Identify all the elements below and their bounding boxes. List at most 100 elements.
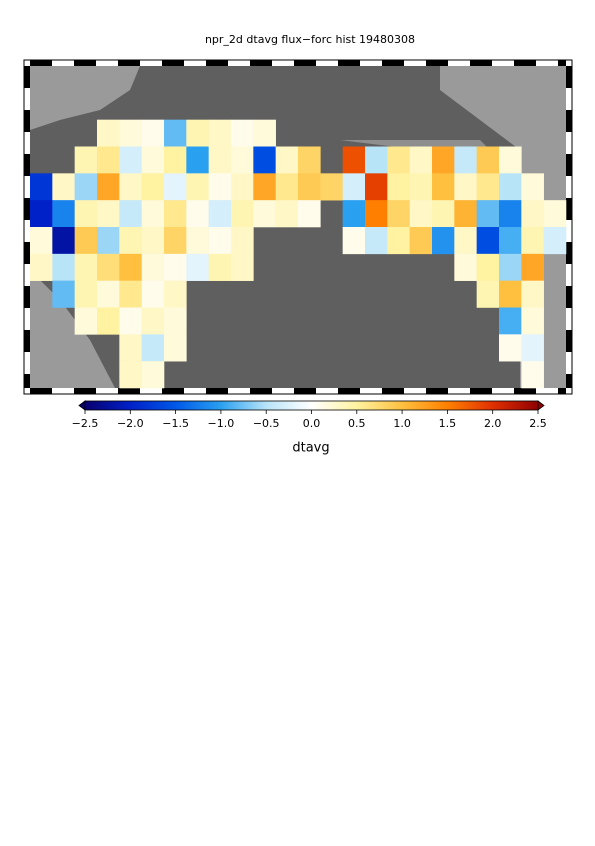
field-cell (342, 173, 366, 201)
frame-check (566, 330, 572, 352)
colorbar-tick-label: −0.5 (253, 417, 280, 430)
field-cell (275, 146, 299, 174)
field-cell (74, 280, 98, 308)
field-cell (521, 361, 544, 389)
field-cell (499, 146, 522, 174)
field-cell (543, 227, 567, 255)
field-cell (97, 307, 120, 335)
frame-check (338, 60, 360, 66)
field-cell (52, 200, 75, 228)
field-cell (74, 200, 98, 228)
field-cell (231, 253, 254, 281)
field-cell (208, 173, 232, 201)
colorbar-end (78, 400, 86, 411)
field-cell (499, 253, 522, 281)
frame-check (206, 388, 228, 394)
field-cell (30, 253, 53, 281)
frame-check (514, 60, 536, 66)
field-cell (476, 146, 500, 174)
field-cell (186, 227, 209, 255)
field-cell (164, 253, 187, 281)
frame-check (74, 388, 96, 394)
field-cell (74, 146, 98, 174)
frame-check (24, 330, 30, 352)
field-cell (119, 280, 142, 308)
field-cell (52, 173, 75, 201)
frame-check (24, 242, 30, 264)
frame-check (294, 60, 316, 66)
field-cell (74, 173, 98, 201)
field-cell (141, 253, 165, 281)
field-cell (476, 173, 500, 201)
field-cell (119, 253, 142, 281)
field-cell (521, 253, 544, 281)
map-title: npr_2d dtavg flux−forc hist 19480308 (205, 33, 415, 46)
frame-check (118, 388, 140, 394)
frame-check (24, 154, 30, 176)
colorbar: −2.5 −2.0 −1.5 −1.0 −0.5 0.0 0.5 1.0 1.5 2.0 2.5 (72, 400, 547, 430)
field-cell (141, 361, 165, 389)
field-cell (186, 146, 209, 174)
field-cell (97, 227, 120, 255)
field-cell (52, 280, 75, 308)
field-cell (432, 227, 455, 255)
field-cell (186, 119, 209, 147)
field-cell (365, 200, 388, 228)
field-cell (454, 200, 477, 228)
field-cell (97, 200, 120, 228)
field-cell (543, 200, 567, 228)
field-cell (253, 146, 276, 174)
frame-check (162, 388, 184, 394)
frame-check (558, 388, 566, 394)
colorbar-tick-label: −2.0 (117, 417, 144, 430)
frame-check (338, 388, 360, 394)
land (30, 66, 140, 130)
field-cell (298, 173, 321, 201)
field-cell (141, 119, 165, 147)
frame-check (24, 66, 30, 88)
field-cell (52, 253, 75, 281)
colorbar-tick-label: 1.5 (439, 417, 457, 430)
field-cell (164, 119, 187, 147)
field-cell (298, 200, 321, 228)
colorbar-tick-label: 2.5 (529, 417, 547, 430)
field-cell (74, 253, 98, 281)
field-cell (231, 146, 254, 174)
field-cell (476, 227, 500, 255)
field-cell (365, 227, 388, 255)
frame-check (566, 286, 572, 308)
field-cell (74, 307, 98, 335)
field-cell (476, 253, 500, 281)
field-cell (454, 173, 477, 201)
field-cell (342, 146, 366, 174)
field-cell (119, 334, 142, 362)
field-cell (387, 200, 410, 228)
frame-check (566, 198, 572, 220)
field-cell (409, 146, 433, 174)
field-cell (454, 146, 477, 174)
colorbar-body (84, 400, 539, 411)
frame-check (426, 60, 448, 66)
field-cell (119, 227, 142, 255)
field-cell (141, 227, 165, 255)
field-cell (521, 227, 544, 255)
frame-check (30, 60, 52, 66)
field-cell (387, 173, 410, 201)
field-cell (208, 227, 232, 255)
frame-check (566, 154, 572, 176)
field-cell (141, 200, 165, 228)
field-cell (141, 307, 165, 335)
frame-check (470, 388, 492, 394)
field-cell (97, 146, 120, 174)
field-cell (253, 119, 276, 147)
field-cell (164, 146, 187, 174)
frame-check (382, 60, 404, 66)
colorbar-tick-label: 0.5 (348, 417, 366, 430)
field-cell (164, 334, 187, 362)
field-cell (164, 280, 187, 308)
frame-check (426, 388, 448, 394)
field-cell (119, 146, 142, 174)
field-cell (432, 146, 455, 174)
field-cell (186, 173, 209, 201)
